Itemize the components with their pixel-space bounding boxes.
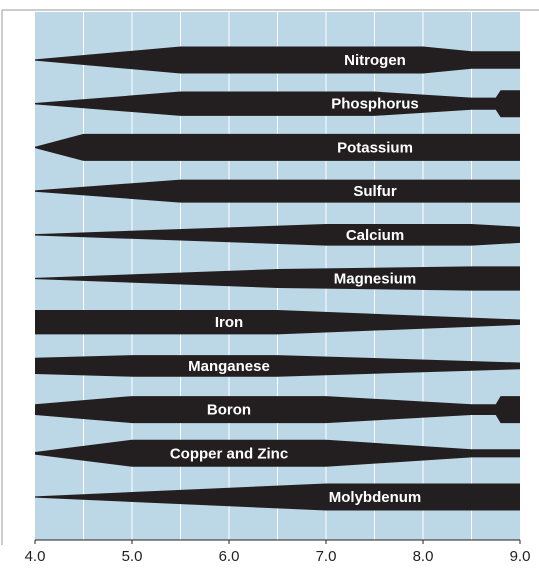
availability-band xyxy=(35,396,520,424)
availability-band xyxy=(35,224,520,246)
nutrient-label: Calcium xyxy=(346,227,404,244)
x-tick-label: 4.0 xyxy=(25,548,46,565)
availability-band xyxy=(35,179,520,203)
nutrient-label: Nitrogen xyxy=(344,52,406,69)
nutrient-label: Phosphorus xyxy=(331,96,419,113)
x-tick-label: 9.0 xyxy=(510,548,531,565)
availability-band xyxy=(35,310,520,335)
nutrient-label: Manganese xyxy=(188,358,270,375)
x-tick-label: 8.0 xyxy=(413,548,434,565)
availability-band xyxy=(35,133,520,161)
nutrient-label: Boron xyxy=(207,402,251,419)
availability-band xyxy=(35,483,520,511)
availability-band xyxy=(35,355,520,377)
nutrient-label: Sulfur xyxy=(353,183,396,200)
nutrient-label: Iron xyxy=(215,314,243,331)
x-tick-label: 6.0 xyxy=(219,548,240,565)
nutrient-label: Molybdenum xyxy=(329,489,422,506)
x-tick-label: 5.0 xyxy=(122,548,143,565)
availability-band xyxy=(35,46,520,74)
availability-band xyxy=(35,439,520,467)
nutrient-label: Copper and Zinc xyxy=(170,445,288,462)
x-tick-label: 7.0 xyxy=(316,548,337,565)
nutrient-label: Magnesium xyxy=(334,270,417,287)
availability-band xyxy=(35,266,520,291)
nutrient-label: Potassium xyxy=(337,139,413,156)
availability-band xyxy=(35,90,520,118)
